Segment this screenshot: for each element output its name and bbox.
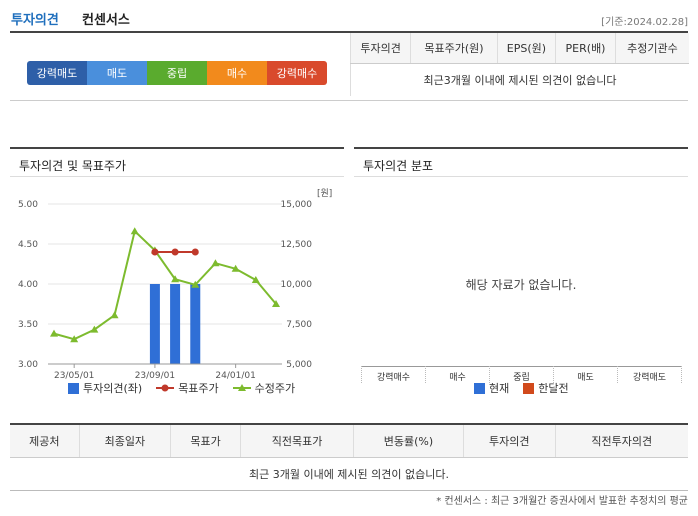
adjusted-price-point (171, 275, 180, 283)
adjusted-price-point (191, 280, 200, 288)
broker-opinion-table: 제공처 최종일자 목표가 직전목표가 변동률(%) 투자의견 직전투자의견 최근… (10, 425, 688, 491)
col-provider: 제공처 (10, 425, 80, 458)
scale-strong-sell: 강력매도 (27, 61, 87, 85)
distribution-categories: 강력매수 매수 중립 매도 강력매도 (361, 366, 682, 383)
left-panel-title: 투자의견 및 목표주가 (19, 159, 126, 173)
legend-current: 현재 (474, 380, 509, 396)
scale-sell: 매도 (87, 61, 147, 85)
legend-opinion-swatch (68, 382, 79, 394)
footnote: * 컨센서스 : 최근 3개월간 증권사에서 발표한 추정치의 평균 (436, 496, 688, 507)
dist-cat-neutral: 중립 (489, 366, 553, 383)
right-panel-title: 투자의견 분포 (363, 159, 434, 173)
adjusted-price-point (110, 311, 119, 319)
col-prev-opinion: 직전투자의견 (554, 425, 688, 458)
dist-cat-strong-buy: 강력매수 (361, 366, 425, 383)
bottom-table-rule (10, 423, 688, 425)
legend-month-ago-label: 한달전 (538, 382, 569, 395)
scale-neutral: 중립 (147, 61, 207, 85)
col-target-price: 목표주가(원) (410, 33, 498, 64)
right-panel-rule (354, 147, 688, 149)
y-right-tick-label: 15,000 (281, 200, 313, 210)
legend-price-label: 수정주가 (254, 382, 296, 395)
left-panel-rule (10, 147, 344, 149)
consensus-table: 투자의견 목표주가(원) EPS(원) PER(배) 추정기관수 최근3개월 이… (349, 33, 689, 96)
x-tick-label: 23/05/01 (54, 371, 94, 381)
legend-opinion: 투자의견(좌) (68, 380, 142, 396)
col-last-date: 최종일자 (78, 425, 171, 458)
reference-date: [기준:2024.02.28] (601, 17, 688, 28)
scale-buy: 매수 (207, 61, 267, 85)
col-change-rate: 변동률(%) (352, 425, 464, 458)
adjusted-price-point (70, 335, 79, 343)
opinion-bar (149, 284, 160, 364)
legend-target-label: 목표주가 (178, 382, 219, 395)
chart-legend: 투자의견(좌) 목표주가 수정주가 (68, 380, 295, 396)
y-right-tick-label: 7,500 (286, 320, 312, 330)
x-tick-label: 23/09/01 (135, 371, 175, 381)
header-rule (10, 31, 688, 33)
col-per: PER(배) (555, 33, 616, 64)
distribution-legend: 현재 한달전 (474, 380, 569, 396)
col-target: 목표가 (170, 425, 241, 458)
section-title: 투자의견 (11, 13, 59, 28)
y-left-tick-label: 4.00 (18, 280, 38, 290)
empty-message: 최근3개월 이내에 제시된 의견이 없습니다 (350, 63, 689, 96)
target-price-point (191, 248, 199, 256)
legend-current-label: 현재 (489, 382, 510, 395)
adjusted-price-point (130, 227, 139, 235)
target-price-point (171, 248, 179, 256)
no-data-message: 해당 자료가 없습니다. (465, 278, 577, 292)
legend-month-ago: 한달전 (523, 380, 569, 396)
legend-month-ago-swatch (523, 382, 535, 394)
legend-current-swatch (474, 382, 485, 394)
y-left-tick-label: 4.50 (18, 240, 38, 250)
opinion-bar (190, 284, 201, 364)
col-opinion-2: 투자의견 (463, 425, 555, 458)
dist-cat-sell: 매도 (553, 366, 617, 383)
dist-cat-strong-sell: 강력매도 (617, 366, 682, 383)
opinion-price-chart: 5.00 4.50 4.00 3.50 3.00 15,000 12,500 10,000 7… (18, 188, 332, 381)
y-right-tick-label: 10,000 (281, 280, 313, 290)
col-opinion: 투자의견 (349, 33, 411, 64)
col-eps: EPS(원) (496, 33, 556, 64)
target-price-point (151, 248, 159, 256)
distribution-axis (361, 366, 682, 367)
opinion-scale: 강력매도 매도 중립 매수 강력매수 (27, 61, 327, 85)
y-right-tick-label: 5,000 (286, 360, 312, 370)
adjusted-price-point (251, 276, 260, 283)
right-panel-divider (354, 176, 688, 177)
col-institutions: 추정기관수 (614, 33, 689, 64)
y-left-tick-label: 3.50 (18, 320, 38, 330)
dist-cat-buy: 매수 (425, 366, 489, 383)
opinion-bar (170, 284, 181, 364)
legend-target-marker (156, 384, 175, 392)
bottom-empty-message: 최근 3개월 이내에 제시된 의견이 없습니다. (10, 457, 688, 491)
adjusted-price-point (211, 259, 220, 267)
x-tick-label: 24/01/01 (215, 371, 255, 381)
legend-opinion-label: 투자의견(좌) (83, 382, 143, 395)
y-right-tick-label: 12,500 (281, 240, 313, 250)
y-left-tick-label: 3.00 (18, 360, 38, 370)
legend-price-marker (232, 384, 251, 391)
adjusted-price-line (53, 229, 277, 341)
legend-target: 목표주가 (156, 380, 219, 396)
legend-price: 수정주가 (232, 380, 296, 396)
section-bottom-rule (10, 100, 688, 101)
y-left-tick-label: 5.00 (18, 200, 38, 210)
left-panel-divider (10, 176, 344, 177)
right-axis-unit: [원] (317, 188, 332, 199)
scale-strong-buy: 강력매수 (267, 61, 327, 85)
col-prev-target: 직전목표가 (240, 425, 354, 458)
adjusted-price-point (231, 264, 240, 272)
adjusted-price-point (272, 300, 280, 307)
adjusted-price-point (90, 325, 99, 333)
section-subtitle: 컨센서스 (82, 13, 130, 28)
adjusted-price-point (50, 329, 58, 337)
